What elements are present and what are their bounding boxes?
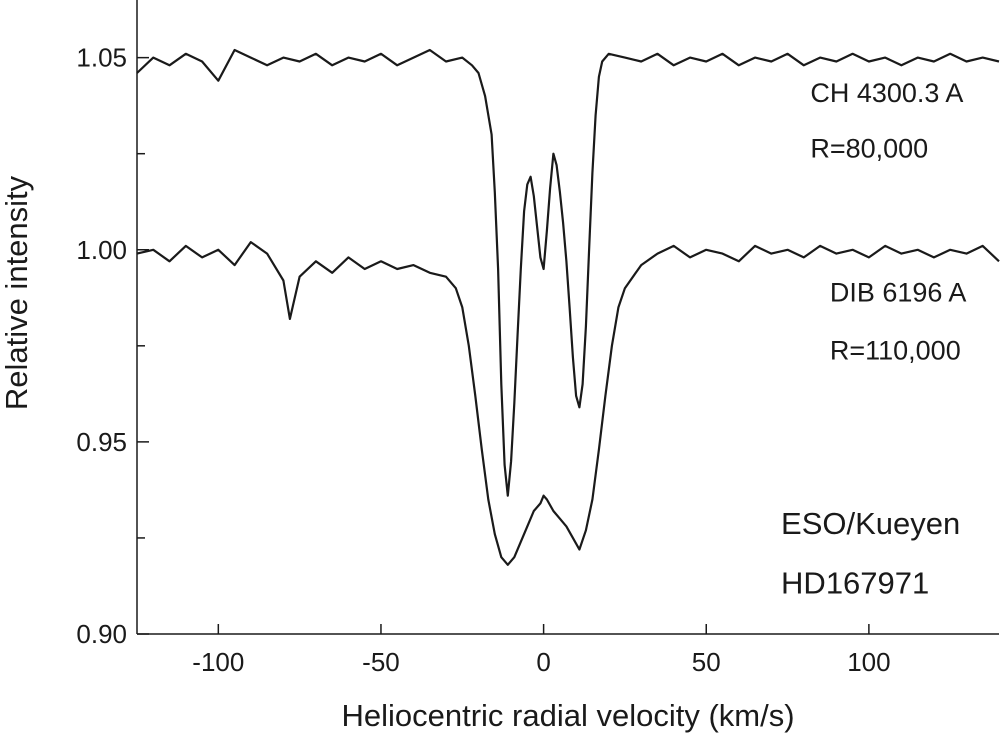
chart-annotation-layer: CH 4300.3 A R=80,000 DIB 6196 A R=110,000 ES…	[781, 78, 966, 601]
y-axis-title: Relative intensity	[0, 175, 34, 410]
y-tick-label: 0.90	[76, 619, 127, 649]
x-axis-title: Heliocentric radial velocity (km/s)	[341, 698, 794, 733]
x-tick-label: -100	[192, 647, 244, 677]
ch-label: CH 4300.3 A	[810, 78, 963, 108]
chart-axes: -100 -50 0 50 100 0.90 0.95 1.00 1.05	[76, 0, 999, 677]
y-tick-label: 1.05	[76, 43, 127, 73]
y-tick-label: 1.00	[76, 235, 127, 265]
obs-label: ESO/Kueyen	[781, 506, 960, 541]
x-tick-label: 100	[847, 647, 890, 677]
dib-spectrum-line	[136, 241, 1000, 566]
x-tick-label: 50	[692, 647, 721, 677]
dib-res: R=110,000	[830, 335, 961, 365]
dib-label: DIB 6196 A	[830, 278, 967, 308]
star-label: HD167971	[781, 566, 929, 601]
ch-spectrum-line	[136, 48, 1000, 497]
x-tick-label: -50	[362, 647, 400, 677]
x-tick-label: 0	[536, 647, 550, 677]
ch-res: R=80,000	[810, 134, 928, 164]
chart-series-layer	[136, 48, 1000, 566]
y-tick-label: 0.95	[76, 427, 127, 457]
